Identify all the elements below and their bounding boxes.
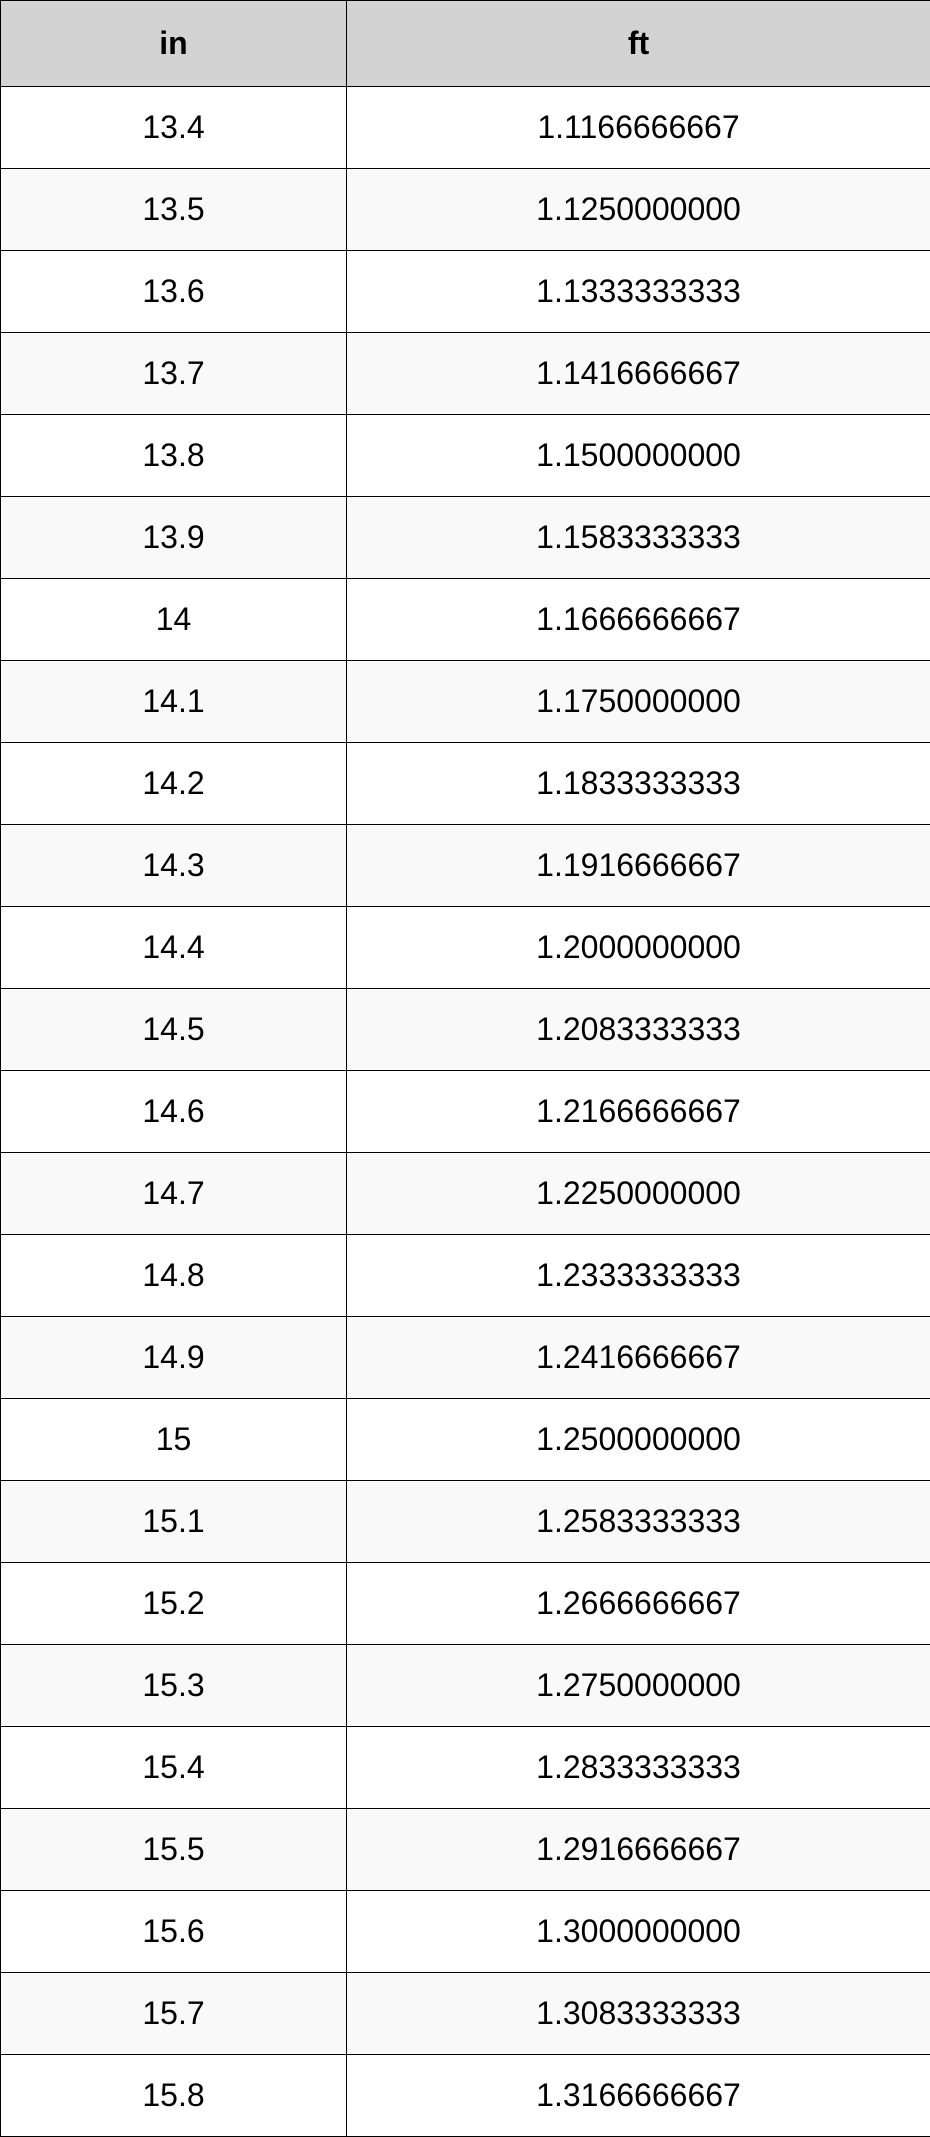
table-row: 14.91.2416666667 (1, 1317, 930, 1399)
cell-in: 13.5 (1, 169, 347, 251)
table-row: 15.41.2833333333 (1, 1727, 930, 1809)
table-row: 14.81.2333333333 (1, 1235, 930, 1317)
table-row: 14.71.2250000000 (1, 1153, 930, 1235)
table-row: 15.71.3083333333 (1, 1973, 930, 2055)
table-row: 14.11.1750000000 (1, 661, 930, 743)
cell-in: 14.3 (1, 825, 347, 907)
cell-in: 15.4 (1, 1727, 347, 1809)
cell-in: 14.5 (1, 989, 347, 1071)
cell-in: 15.3 (1, 1645, 347, 1727)
cell-ft: 1.2833333333 (347, 1727, 930, 1809)
table-row: 14.51.2083333333 (1, 989, 930, 1071)
cell-in: 13.8 (1, 415, 347, 497)
cell-in: 14.9 (1, 1317, 347, 1399)
cell-ft: 1.1583333333 (347, 497, 930, 579)
cell-ft: 1.3083333333 (347, 1973, 930, 2055)
cell-in: 15.5 (1, 1809, 347, 1891)
table-row: 13.91.1583333333 (1, 497, 930, 579)
cell-ft: 1.2333333333 (347, 1235, 930, 1317)
cell-ft: 1.1500000000 (347, 415, 930, 497)
table-row: 15.81.3166666667 (1, 2055, 930, 2137)
cell-ft: 1.3000000000 (347, 1891, 930, 1973)
cell-ft: 1.2083333333 (347, 989, 930, 1071)
cell-in: 14.6 (1, 1071, 347, 1153)
cell-ft: 1.1833333333 (347, 743, 930, 825)
table-body: 13.41.1166666667 13.51.1250000000 13.61.… (1, 87, 930, 2137)
table-row: 15.51.2916666667 (1, 1809, 930, 1891)
cell-ft: 1.1250000000 (347, 169, 930, 251)
column-header-ft: ft (347, 1, 930, 87)
table-row: 15.61.3000000000 (1, 1891, 930, 1973)
cell-ft: 1.2166666667 (347, 1071, 930, 1153)
cell-in: 13.9 (1, 497, 347, 579)
cell-in: 14.2 (1, 743, 347, 825)
table-row: 14.21.1833333333 (1, 743, 930, 825)
cell-ft: 1.2666666667 (347, 1563, 930, 1645)
table-row: 14.61.2166666667 (1, 1071, 930, 1153)
table-row: 15.11.2583333333 (1, 1481, 930, 1563)
table-row: 13.51.1250000000 (1, 169, 930, 251)
cell-in: 13.6 (1, 251, 347, 333)
cell-ft: 1.3166666667 (347, 2055, 930, 2137)
cell-in: 13.4 (1, 87, 347, 169)
table-header-row: in ft (1, 1, 930, 87)
cell-ft: 1.1416666667 (347, 333, 930, 415)
table-row: 13.81.1500000000 (1, 415, 930, 497)
table-row: 13.71.1416666667 (1, 333, 930, 415)
cell-ft: 1.2750000000 (347, 1645, 930, 1727)
cell-ft: 1.2250000000 (347, 1153, 930, 1235)
cell-ft: 1.1166666667 (347, 87, 930, 169)
cell-ft: 1.1916666667 (347, 825, 930, 907)
cell-in: 14.8 (1, 1235, 347, 1317)
table-row: 14.31.1916666667 (1, 825, 930, 907)
table-row: 14.41.2000000000 (1, 907, 930, 989)
cell-ft: 1.1333333333 (347, 251, 930, 333)
conversion-table: in ft 13.41.1166666667 13.51.1250000000 … (0, 0, 930, 2137)
cell-in: 14.4 (1, 907, 347, 989)
table-row: 13.41.1166666667 (1, 87, 930, 169)
cell-in: 14 (1, 579, 347, 661)
cell-ft: 1.2416666667 (347, 1317, 930, 1399)
table-row: 13.61.1333333333 (1, 251, 930, 333)
cell-in: 15.7 (1, 1973, 347, 2055)
cell-in: 15.2 (1, 1563, 347, 1645)
cell-in: 15.8 (1, 2055, 347, 2137)
cell-ft: 1.1666666667 (347, 579, 930, 661)
cell-ft: 1.2916666667 (347, 1809, 930, 1891)
cell-ft: 1.2500000000 (347, 1399, 930, 1481)
table-row: 15.31.2750000000 (1, 1645, 930, 1727)
table-row: 15.21.2666666667 (1, 1563, 930, 1645)
cell-ft: 1.1750000000 (347, 661, 930, 743)
cell-ft: 1.2583333333 (347, 1481, 930, 1563)
table-row: 141.1666666667 (1, 579, 930, 661)
cell-in: 15.6 (1, 1891, 347, 1973)
cell-in: 15.1 (1, 1481, 347, 1563)
cell-in: 14.1 (1, 661, 347, 743)
cell-in: 14.7 (1, 1153, 347, 1235)
cell-in: 13.7 (1, 333, 347, 415)
table-row: 151.2500000000 (1, 1399, 930, 1481)
cell-in: 15 (1, 1399, 347, 1481)
column-header-in: in (1, 1, 347, 87)
cell-ft: 1.2000000000 (347, 907, 930, 989)
